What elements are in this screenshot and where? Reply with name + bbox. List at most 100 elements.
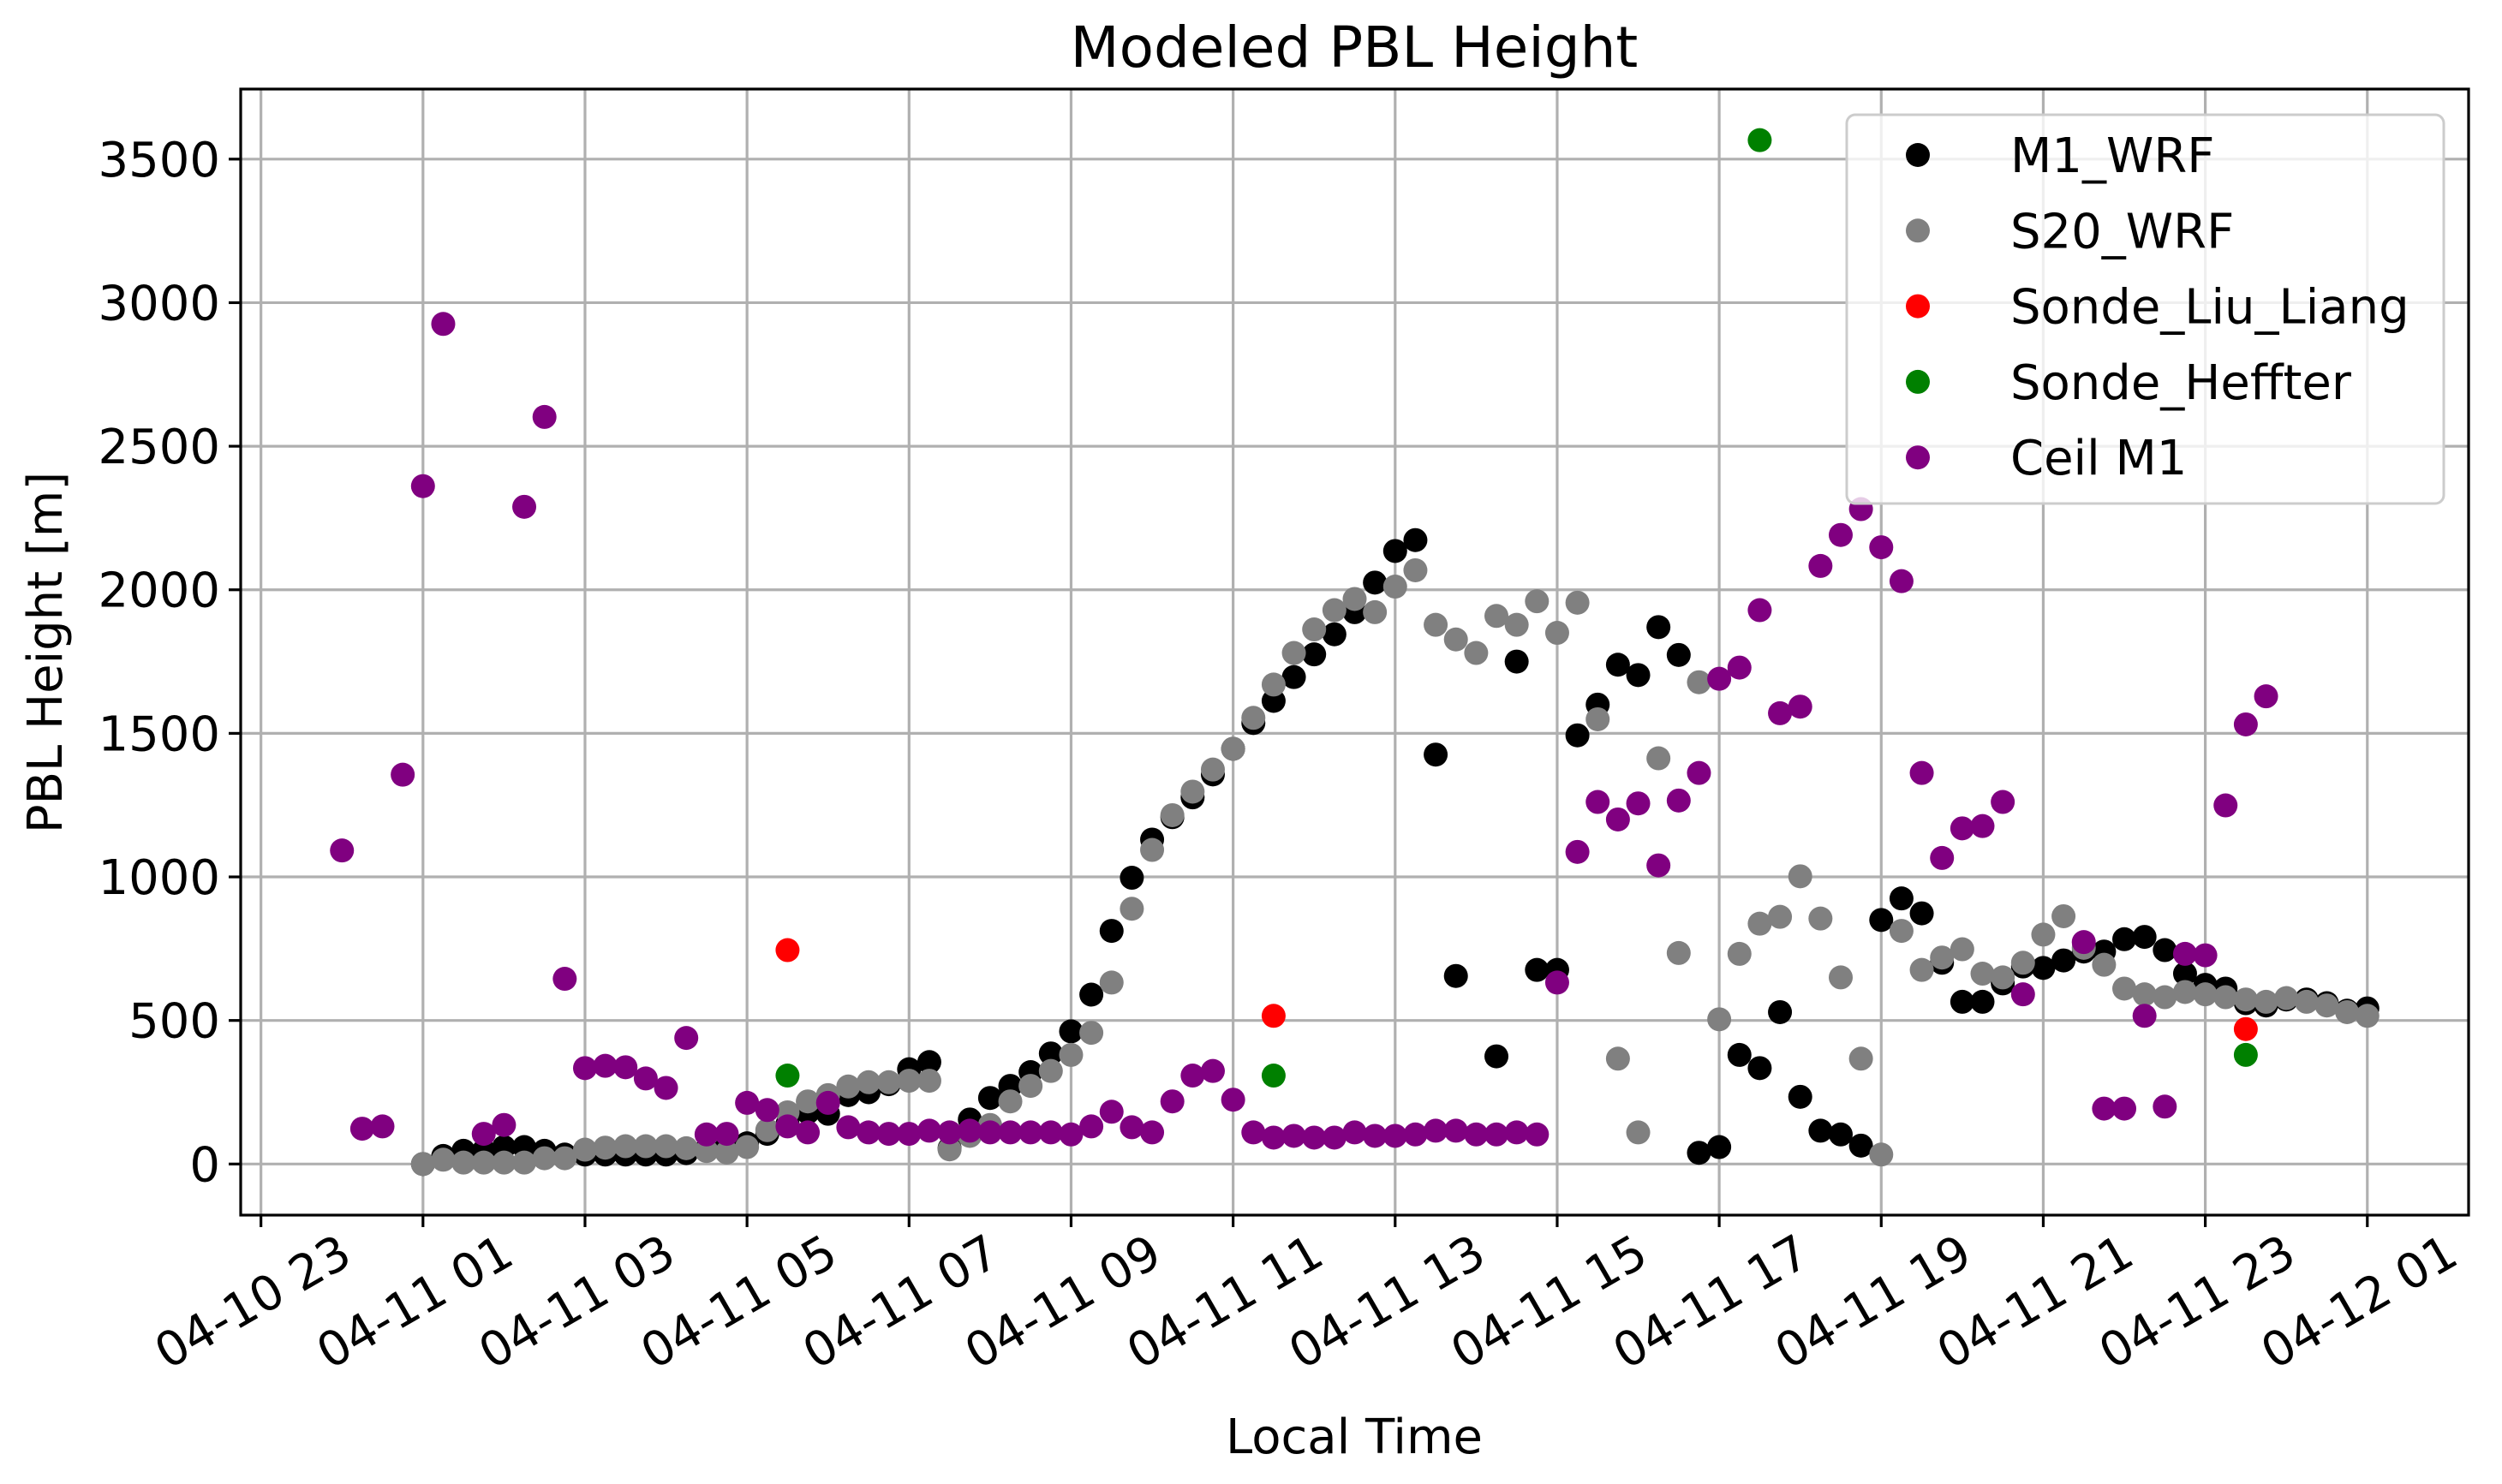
point-s20-wrf xyxy=(876,1070,901,1094)
point-m1-wrf xyxy=(1909,901,1934,926)
x-axis-label: Local Time xyxy=(1226,1410,1483,1465)
point-s20-wrf xyxy=(451,1150,476,1175)
point-s20-wrf xyxy=(1261,672,1286,697)
point-ceil-m1 xyxy=(897,1122,922,1147)
point-ceil-m1 xyxy=(2112,1096,2137,1121)
point-s20-wrf xyxy=(1382,575,1407,599)
point-ceil-m1 xyxy=(1585,790,1610,814)
point-ceil-m1 xyxy=(1991,790,2015,814)
point-ceil-m1 xyxy=(1950,816,1974,841)
point-m1-wrf xyxy=(1808,1118,1833,1143)
point-s20-wrf xyxy=(2132,982,2157,1007)
legend-marker xyxy=(1906,445,1930,470)
point-ceil-m1 xyxy=(1605,807,1630,831)
point-ceil-m1 xyxy=(431,312,456,337)
point-s20-wrf xyxy=(1889,919,1914,944)
point-ceil-m1 xyxy=(1424,1118,1448,1143)
point-ceil-m1 xyxy=(1626,791,1651,816)
point-ceil-m1 xyxy=(1382,1123,1407,1148)
point-ceil-m1 xyxy=(1484,1122,1509,1147)
point-sonde-heffter xyxy=(775,1064,800,1088)
point-s20-wrf xyxy=(2274,986,2299,1010)
point-s20-wrf xyxy=(1038,1058,1063,1083)
point-ceil-m1 xyxy=(633,1066,658,1091)
point-s20-wrf xyxy=(1443,627,1468,652)
point-s20-wrf xyxy=(1322,598,1347,623)
point-ceil-m1 xyxy=(1160,1089,1185,1114)
point-ceil-m1 xyxy=(1180,1064,1205,1088)
point-m1-wrf xyxy=(1848,1133,1873,1158)
legend-label: Ceil M1 xyxy=(2010,431,2187,486)
point-s20-wrf xyxy=(1768,904,1793,929)
point-ceil-m1 xyxy=(1828,522,1853,547)
point-ceil-m1 xyxy=(1768,700,1793,725)
point-ceil-m1 xyxy=(836,1115,861,1140)
point-m1-wrf xyxy=(1424,742,1448,767)
point-ceil-m1 xyxy=(1930,845,1955,870)
point-m1-wrf xyxy=(1950,989,1974,1014)
point-m1-wrf xyxy=(1099,919,1124,944)
point-s20-wrf xyxy=(1302,617,1327,642)
point-s20-wrf xyxy=(897,1069,922,1094)
point-s20-wrf xyxy=(654,1134,678,1159)
point-m1-wrf xyxy=(1302,642,1327,667)
point-ceil-m1 xyxy=(1889,569,1914,593)
point-s20-wrf xyxy=(552,1146,577,1171)
point-ceil-m1 xyxy=(755,1098,779,1123)
point-m1-wrf xyxy=(1120,866,1144,891)
point-ceil-m1 xyxy=(1687,760,1711,785)
legend-item-sonde-heffter: Sonde_Heffter xyxy=(1906,355,2352,411)
point-ceil-m1 xyxy=(937,1120,962,1145)
point-ceil-m1 xyxy=(1707,666,1732,691)
point-m1-wrf xyxy=(917,1050,941,1075)
y-axis-label: PBL Height [m] xyxy=(18,472,74,833)
point-ceil-m1 xyxy=(1342,1120,1367,1145)
point-s20-wrf xyxy=(1727,941,1752,966)
point-m1-wrf xyxy=(1869,908,1894,933)
point-s20-wrf xyxy=(2355,1004,2380,1028)
point-sonde-liu-liang xyxy=(1261,1004,1286,1028)
point-ceil-m1 xyxy=(330,838,355,863)
point-s20-wrf xyxy=(1504,612,1529,637)
point-ceil-m1 xyxy=(1869,535,1894,560)
point-ceil-m1 xyxy=(492,1112,517,1137)
point-s20-wrf xyxy=(714,1140,739,1165)
point-s20-wrf xyxy=(2031,922,2056,947)
point-ceil-m1 xyxy=(1241,1120,1266,1145)
point-s20-wrf xyxy=(471,1150,496,1175)
point-m1-wrf xyxy=(2051,948,2076,973)
point-s20-wrf xyxy=(1160,802,1185,827)
point-m1-wrf xyxy=(1747,1056,1772,1081)
point-s20-wrf xyxy=(2314,993,2339,1018)
point-ceil-m1 xyxy=(2153,1094,2177,1119)
point-s20-wrf xyxy=(1626,1120,1651,1145)
point-m1-wrf xyxy=(1646,615,1671,640)
legend-item-ceil-m1: Ceil M1 xyxy=(1906,431,2187,486)
point-m1-wrf xyxy=(1970,989,1995,1014)
y-tick-label: 0 xyxy=(189,1137,220,1193)
point-s20-wrf xyxy=(512,1150,537,1175)
point-m1-wrf xyxy=(1504,649,1529,674)
point-s20-wrf xyxy=(431,1147,456,1172)
point-ceil-m1 xyxy=(613,1055,638,1080)
point-m1-wrf xyxy=(1059,1019,1084,1044)
y-tick-label: 3500 xyxy=(98,133,220,188)
point-ceil-m1 xyxy=(1079,1114,1104,1139)
point-ceil-m1 xyxy=(1909,760,1934,785)
point-ceil-m1 xyxy=(2254,684,2278,709)
point-ceil-m1 xyxy=(674,1026,699,1051)
point-s20-wrf xyxy=(2213,985,2238,1010)
point-ceil-m1 xyxy=(1302,1125,1327,1150)
legend-item-s20-wrf: S20_WRF xyxy=(1906,204,2234,259)
point-ceil-m1 xyxy=(1099,1100,1124,1124)
point-ceil-m1 xyxy=(876,1122,901,1147)
point-s20-wrf xyxy=(1484,604,1509,629)
point-ceil-m1 xyxy=(1322,1125,1347,1150)
point-s20-wrf xyxy=(492,1150,517,1175)
legend-label: M1_WRF xyxy=(2010,128,2214,184)
series-ceil-m1 xyxy=(330,312,2278,1150)
point-ceil-m1 xyxy=(1038,1120,1063,1145)
point-ceil-m1 xyxy=(2010,982,2035,1007)
point-m1-wrf xyxy=(1484,1044,1509,1069)
point-s20-wrf xyxy=(2153,985,2177,1010)
